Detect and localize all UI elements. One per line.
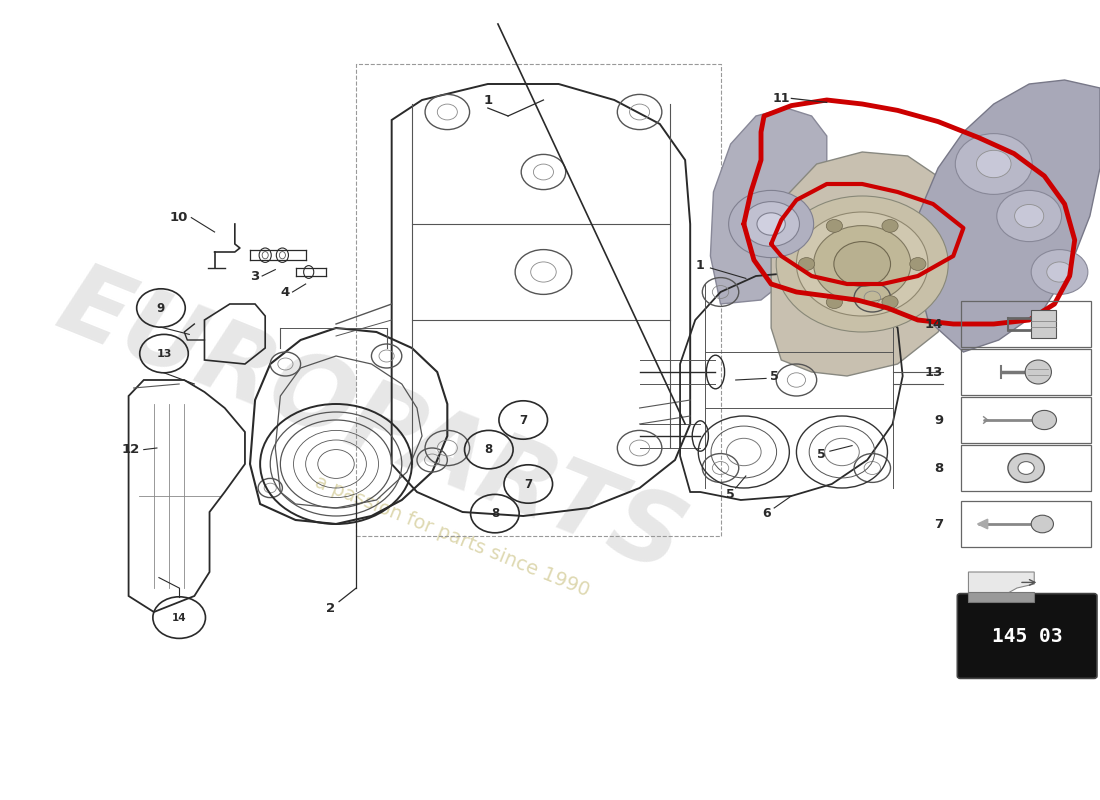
Text: 12: 12 (121, 443, 140, 456)
Text: 13: 13 (925, 366, 943, 378)
Text: 7: 7 (519, 414, 527, 426)
Text: 13: 13 (156, 349, 172, 358)
Circle shape (1032, 410, 1056, 430)
Text: 8: 8 (485, 443, 493, 456)
Circle shape (882, 296, 898, 309)
Circle shape (977, 150, 1011, 178)
Bar (961, 501, 1091, 547)
Circle shape (955, 134, 1032, 194)
Text: 1: 1 (483, 94, 493, 106)
Text: 7: 7 (934, 518, 943, 530)
Bar (356, 64, 720, 536)
Circle shape (997, 190, 1062, 242)
Text: a passion for parts since 1990: a passion for parts since 1990 (312, 472, 593, 600)
Bar (1031, 310, 1056, 338)
Polygon shape (771, 152, 958, 376)
Circle shape (1047, 262, 1072, 282)
Circle shape (1008, 454, 1044, 482)
Bar (961, 397, 1091, 443)
Polygon shape (711, 108, 827, 304)
Circle shape (757, 213, 785, 235)
Text: 4: 4 (280, 286, 290, 298)
Circle shape (1031, 250, 1088, 294)
Bar (961, 445, 1091, 491)
Text: 3: 3 (251, 270, 260, 282)
Text: 8: 8 (491, 507, 499, 520)
Circle shape (1018, 462, 1034, 474)
Circle shape (728, 190, 814, 258)
Circle shape (882, 219, 898, 232)
Polygon shape (968, 572, 1034, 594)
Text: 145 03: 145 03 (992, 626, 1063, 646)
Text: 6: 6 (762, 507, 770, 520)
Text: EUROPARTS: EUROPARTS (45, 254, 698, 594)
Text: 10: 10 (170, 211, 188, 224)
Bar (961, 301, 1091, 347)
Polygon shape (978, 519, 988, 529)
Text: 5: 5 (726, 488, 735, 501)
Text: 14: 14 (925, 318, 943, 330)
Circle shape (834, 242, 891, 286)
FancyBboxPatch shape (957, 594, 1097, 678)
Ellipse shape (1025, 360, 1052, 384)
Circle shape (814, 226, 911, 302)
Circle shape (796, 212, 928, 316)
Circle shape (799, 258, 815, 270)
Text: 14: 14 (172, 613, 187, 622)
Text: 9: 9 (934, 414, 943, 426)
Bar (968, 592, 1034, 602)
Text: 8: 8 (934, 462, 943, 474)
Circle shape (826, 219, 843, 232)
Circle shape (1031, 515, 1054, 533)
Bar (961, 349, 1091, 395)
Circle shape (826, 296, 843, 309)
Circle shape (742, 202, 800, 246)
Circle shape (910, 258, 926, 270)
Text: 11: 11 (772, 92, 790, 105)
Polygon shape (917, 80, 1100, 352)
Circle shape (777, 196, 948, 332)
Circle shape (1014, 205, 1044, 227)
Text: 5: 5 (770, 370, 779, 382)
Text: 9: 9 (157, 302, 165, 314)
Text: 5: 5 (817, 448, 826, 461)
Text: 1: 1 (696, 259, 705, 272)
Text: 2: 2 (327, 602, 336, 614)
Text: 7: 7 (525, 478, 532, 490)
